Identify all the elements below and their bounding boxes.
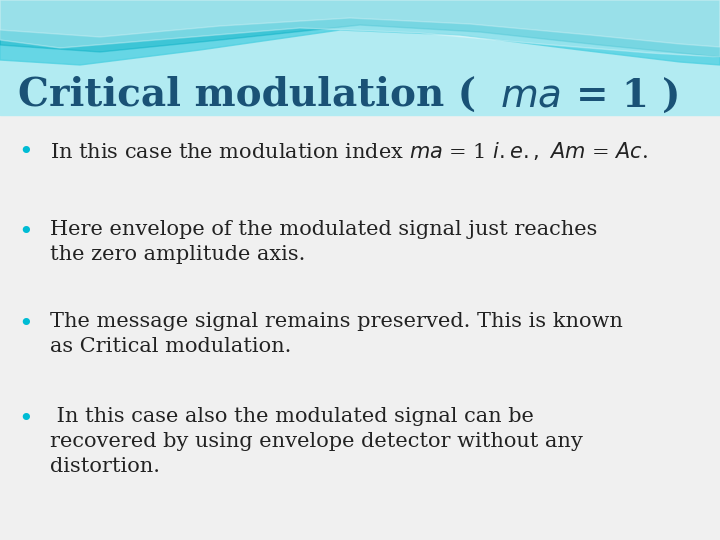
Text: The message signal remains preserved. This is known
as Critical modulation.: The message signal remains preserved. Th… [50,312,623,356]
Polygon shape [0,0,720,65]
Text: •: • [18,140,32,164]
Text: •: • [18,220,32,244]
Polygon shape [0,0,720,47]
Text: $\mathit{ma}$ = 1 ): $\mathit{ma}$ = 1 ) [500,76,679,114]
Text: •: • [18,407,32,431]
Text: •: • [18,312,32,336]
Bar [0,0,720,115]
Text: In this case also the modulated signal can be
recovered by using envelope detect: In this case also the modulated signal c… [50,407,583,476]
Polygon shape [0,0,720,57]
Polygon shape [0,0,720,57]
Text: In this case the modulation index $\mathit{ma}$ = 1 $\mathit{i.e.,}$ $\mathit{Am: In this case the modulation index $\math… [50,140,648,162]
Text: Here envelope of the modulated signal just reaches
the zero amplitude axis.: Here envelope of the modulated signal ju… [50,220,598,264]
Text: Critical modulation (: Critical modulation ( [18,76,476,114]
